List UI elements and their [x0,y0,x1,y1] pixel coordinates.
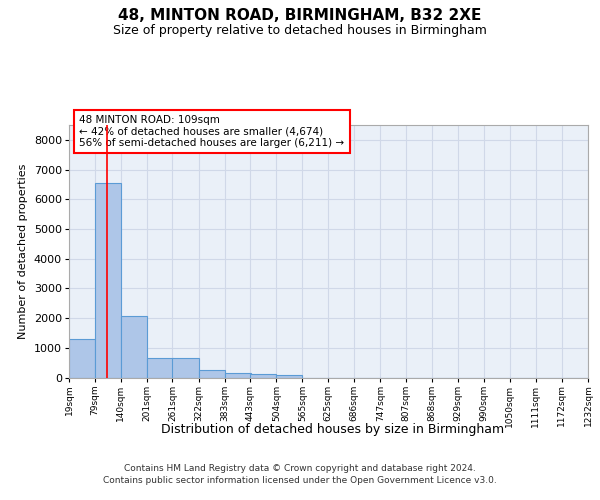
Text: Distribution of detached houses by size in Birmingham: Distribution of detached houses by size … [161,422,505,436]
Text: Contains public sector information licensed under the Open Government Licence v3: Contains public sector information licen… [103,476,497,485]
Bar [277,376,302,378]
Bar [147,358,173,378]
Bar [121,316,147,378]
Text: 48, MINTON ROAD, BIRMINGHAM, B32 2XE: 48, MINTON ROAD, BIRMINGHAM, B32 2XE [118,8,482,22]
Bar [250,374,277,378]
Text: Contains HM Land Registry data © Crown copyright and database right 2024.: Contains HM Land Registry data © Crown c… [124,464,476,473]
Text: Size of property relative to detached houses in Birmingham: Size of property relative to detached ho… [113,24,487,37]
Bar [199,370,224,378]
Y-axis label: Number of detached properties: Number of detached properties [19,164,28,339]
Bar [69,338,95,378]
Bar [224,374,251,378]
Bar [95,183,121,378]
Text: 48 MINTON ROAD: 109sqm
← 42% of detached houses are smaller (4,674)
56% of semi-: 48 MINTON ROAD: 109sqm ← 42% of detached… [79,115,344,148]
Bar [172,358,199,378]
